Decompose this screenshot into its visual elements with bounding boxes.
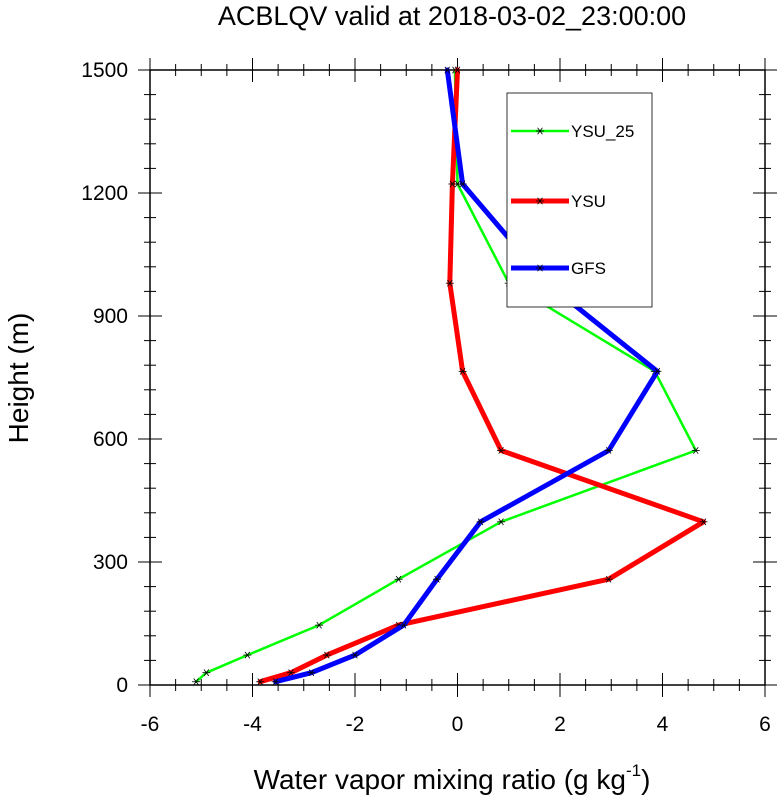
- data-point-gfs: [604, 447, 613, 454]
- data-point-ysu-25: [497, 518, 506, 526]
- marker-stroke: [244, 651, 251, 659]
- y-tick-label: 300: [93, 551, 128, 574]
- marker-stroke: [257, 678, 263, 686]
- x-tick-label: -2: [346, 713, 365, 736]
- marker-stroke: [459, 180, 466, 188]
- x-tick-labels: -6 -4 -2 0 2 4 6: [141, 713, 771, 736]
- x-axis-label-end: ): [641, 764, 650, 795]
- marker-stroke: [454, 180, 461, 188]
- data-point-ysu: [453, 66, 462, 74]
- marker-stroke: [193, 678, 199, 686]
- marker-stroke: [654, 367, 661, 375]
- x-tick-label: 6: [759, 713, 771, 736]
- series-ysu-25: [192, 66, 700, 686]
- data-point-gfs: [271, 678, 280, 686]
- data-point-ysu: [322, 651, 331, 659]
- marker-stroke: [449, 180, 456, 188]
- y-tick-label: 0: [116, 674, 128, 697]
- legend-label-ysu-25: YSU_25: [571, 122, 634, 141]
- marker-stroke: [498, 447, 504, 454]
- marker-stroke: [537, 197, 543, 205]
- x-axis-label: Water vapor mixing ratio (g kg-1): [254, 761, 651, 795]
- x-tick-label: 4: [657, 713, 669, 736]
- marker-stroke: [693, 447, 699, 454]
- legend-marker-ysu: [536, 197, 544, 205]
- data-point-ysu: [448, 180, 457, 188]
- data-point-ysu: [497, 447, 506, 454]
- data-point-gfs: [399, 621, 408, 629]
- marker-stroke: [308, 669, 315, 677]
- marker-stroke: [203, 669, 210, 677]
- marker-stroke: [700, 518, 707, 526]
- marker-stroke: [447, 279, 453, 287]
- marker-stroke: [400, 621, 407, 629]
- data-point-ysu: [256, 678, 265, 686]
- data-point-gfs: [443, 66, 452, 74]
- data-point-ysu-25: [243, 651, 252, 659]
- marker-stroke: [272, 678, 279, 686]
- data-point-ysu: [286, 669, 295, 677]
- data-point-gfs: [307, 669, 316, 677]
- data-point-ysu: [445, 279, 454, 287]
- marker-stroke: [454, 66, 461, 74]
- marker-stroke: [459, 367, 466, 375]
- marker-stroke: [477, 518, 484, 526]
- marker-stroke: [288, 669, 294, 677]
- data-point-gfs: [653, 367, 662, 375]
- legend-label-ysu: YSU: [571, 192, 606, 211]
- data-point-ysu: [604, 575, 613, 583]
- data-point-gfs: [476, 518, 485, 526]
- marker-stroke: [352, 651, 358, 659]
- marker-stroke: [498, 518, 504, 526]
- legend-label-gfs: GFS: [571, 259, 606, 278]
- marker-stroke: [395, 575, 402, 583]
- axis-ticks: [138, 58, 777, 697]
- data-point-gfs: [351, 651, 359, 659]
- x-tick-label: 0: [452, 713, 464, 736]
- data-point-ysu-25: [192, 678, 201, 686]
- data-point-ysu-25: [394, 575, 403, 583]
- y-tick-label: 900: [93, 305, 128, 328]
- series-layer: [192, 66, 708, 686]
- marker-stroke: [316, 621, 322, 629]
- x-axis-label-main: Water vapor mixing ratio (g kg: [254, 764, 626, 795]
- legend-marker-ysu-25: [536, 127, 544, 135]
- x-tick-label: -4: [243, 713, 262, 736]
- y-tick-labels: 0 300 600 900 1200 1500: [81, 59, 128, 697]
- marker-stroke: [434, 575, 440, 583]
- data-point-ysu: [458, 367, 467, 375]
- marker-stroke: [537, 264, 543, 272]
- legend: YSU_25 YSU GFS: [506, 92, 653, 308]
- marker-stroke: [605, 575, 612, 583]
- data-point-ysu-25: [691, 447, 700, 454]
- data-point-gfs: [433, 575, 441, 583]
- data-point-ysu: [699, 518, 708, 526]
- marker-stroke: [444, 66, 450, 74]
- y-tick-label: 600: [93, 428, 128, 451]
- marker-stroke: [537, 127, 543, 135]
- legend-marker-gfs: [536, 264, 544, 272]
- x-tick-label: 2: [554, 713, 566, 736]
- y-tick-label: 1500: [81, 59, 128, 82]
- marker-stroke: [324, 651, 330, 659]
- x-tick-label: -6: [141, 713, 160, 736]
- data-point-gfs: [458, 180, 467, 188]
- marker-stroke: [605, 447, 612, 454]
- y-axis-label: Height (m): [3, 313, 34, 444]
- y-tick-label: 1200: [81, 182, 128, 205]
- x-axis-label-superscript: -1: [626, 761, 641, 780]
- data-point-ysu-25: [202, 669, 211, 677]
- chart-title: ACBLQV valid at 2018-03-02_23:00:00: [218, 1, 686, 31]
- data-point-ysu-25: [315, 621, 324, 629]
